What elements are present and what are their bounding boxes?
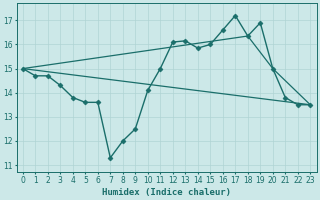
X-axis label: Humidex (Indice chaleur): Humidex (Indice chaleur) (102, 188, 231, 197)
